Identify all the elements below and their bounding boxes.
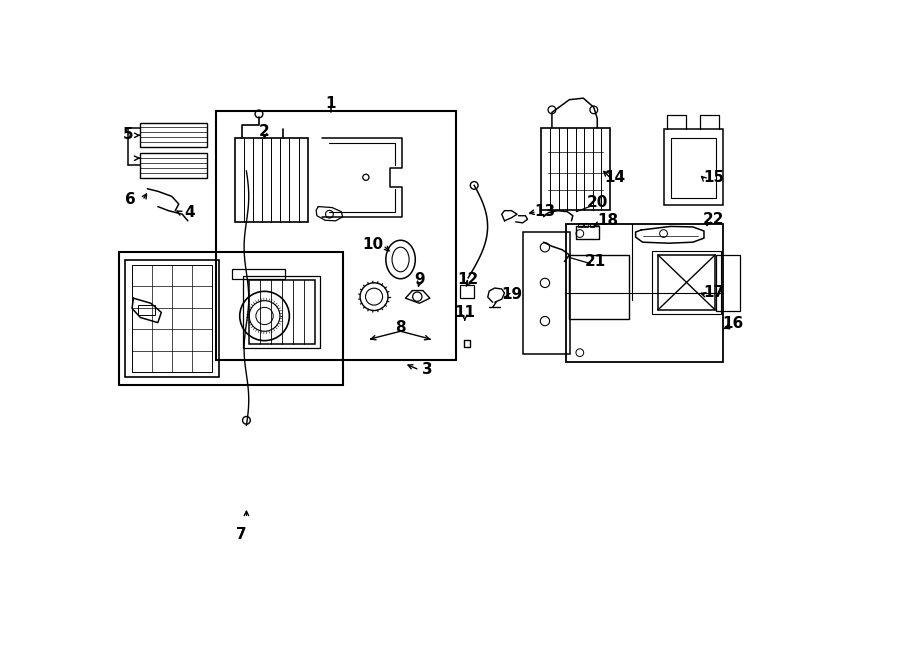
Text: 21: 21	[585, 254, 607, 269]
Text: 12: 12	[457, 272, 479, 287]
Bar	[566, 224, 723, 362]
Text: 1: 1	[326, 97, 336, 111]
Text: 2: 2	[259, 124, 270, 139]
Text: 10: 10	[362, 237, 383, 253]
Bar	[523, 232, 570, 354]
Bar	[125, 260, 220, 377]
Bar	[140, 122, 207, 147]
Bar	[138, 305, 155, 315]
Bar	[232, 268, 284, 279]
Text: 5: 5	[122, 127, 133, 142]
Text: 15: 15	[703, 169, 724, 184]
Bar	[120, 253, 343, 385]
Text: 6: 6	[124, 192, 135, 208]
Bar	[584, 223, 589, 227]
Bar	[140, 153, 207, 178]
Text: 22: 22	[703, 212, 724, 227]
Bar	[576, 226, 598, 239]
Text: 13: 13	[535, 204, 555, 219]
Text: 7: 7	[236, 527, 247, 542]
Bar	[579, 223, 582, 227]
Bar	[216, 111, 456, 360]
Bar	[716, 255, 740, 311]
Text: 18: 18	[598, 214, 618, 228]
Bar	[235, 138, 308, 222]
Text: 20: 20	[587, 196, 608, 210]
Text: 11: 11	[454, 305, 475, 321]
Text: 3: 3	[422, 362, 433, 377]
Bar	[670, 138, 716, 198]
Text: 4: 4	[184, 205, 194, 220]
Bar	[542, 128, 610, 210]
Bar	[658, 255, 716, 310]
Text: 8: 8	[395, 320, 406, 334]
Bar	[570, 255, 628, 319]
Bar	[248, 280, 315, 344]
Bar	[652, 251, 721, 314]
Bar	[460, 286, 473, 298]
Bar	[590, 223, 594, 227]
Text: 17: 17	[703, 285, 724, 299]
Text: 16: 16	[723, 316, 744, 331]
Bar	[663, 129, 723, 204]
Text: 19: 19	[501, 287, 522, 302]
Text: 9: 9	[414, 272, 425, 287]
Bar	[132, 265, 212, 372]
Bar	[243, 276, 320, 348]
Text: 14: 14	[604, 169, 626, 184]
